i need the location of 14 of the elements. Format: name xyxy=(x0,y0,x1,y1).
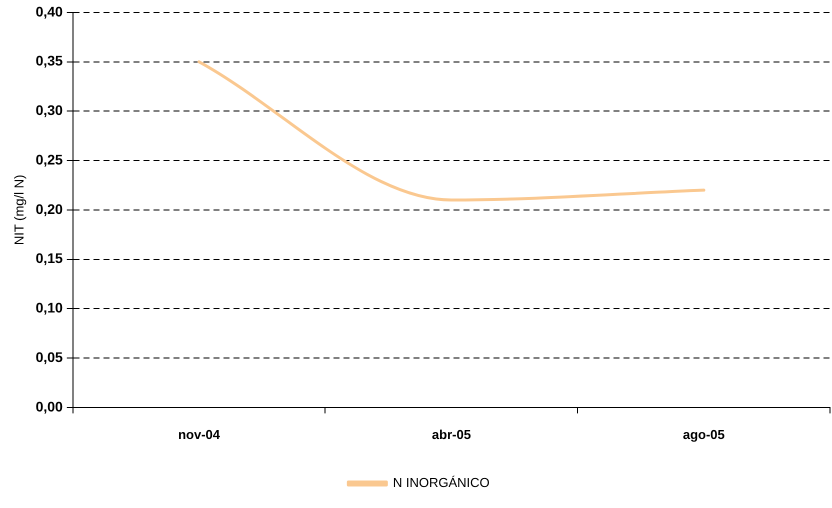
legend-label: N INORGÁNICO xyxy=(392,475,490,490)
x-tick-label: nov-04 xyxy=(178,426,221,442)
y-tick-label: 0,20 xyxy=(36,200,64,217)
x-tick-label: abr-05 xyxy=(432,426,471,442)
y-tick-label: 0,35 xyxy=(36,52,64,69)
y-tick-label: 0,30 xyxy=(36,102,64,118)
y-tick-label: 0,10 xyxy=(36,300,64,316)
y-tick-label: 0,25 xyxy=(36,151,64,168)
y-axis-title: NIT (mg/l N) xyxy=(11,174,26,246)
y-tick-label: 0,15 xyxy=(36,250,64,266)
y-tick-label: 0,00 xyxy=(36,398,64,414)
y-tick-label: 0,40 xyxy=(36,3,64,20)
y-tick-label: 0,05 xyxy=(36,348,64,365)
x-tick-label: ago-05 xyxy=(682,426,725,442)
